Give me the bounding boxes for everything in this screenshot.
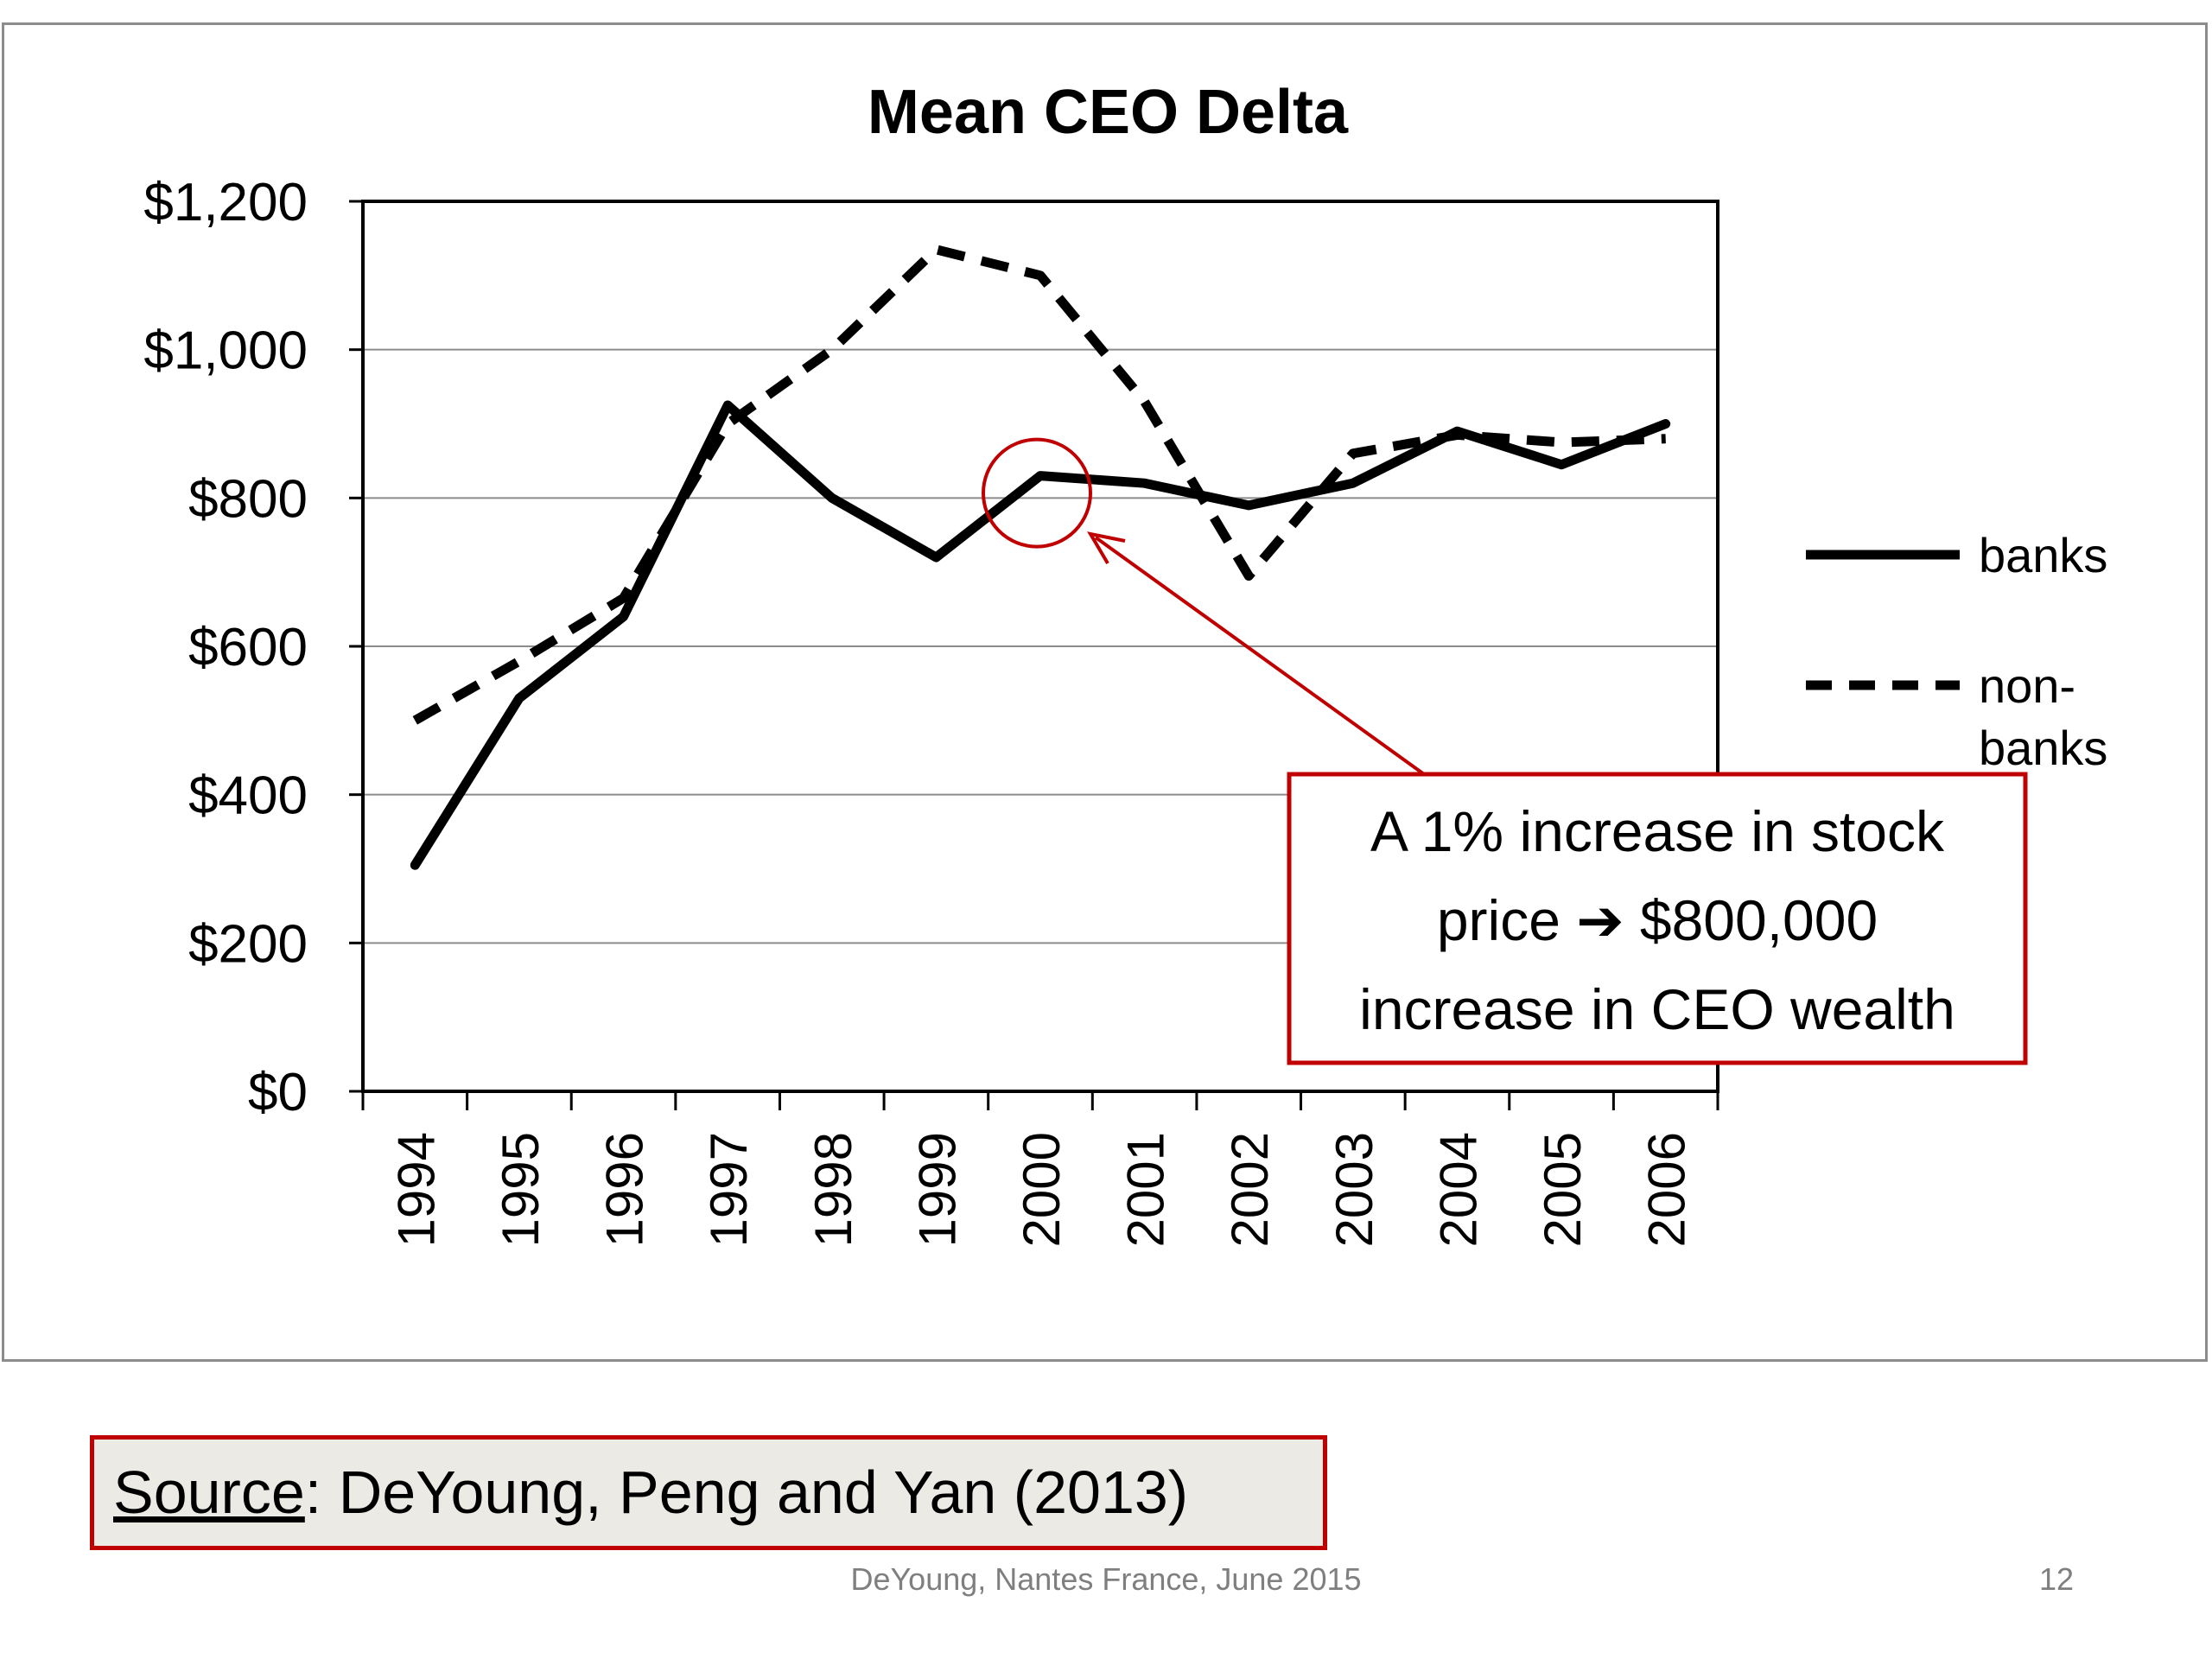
x-tick-label: 2001 xyxy=(1117,1132,1175,1247)
chart-title: Mean CEO Delta xyxy=(868,78,1349,147)
x-tick-label: 1998 xyxy=(804,1132,862,1247)
x-tick-label: 2005 xyxy=(1534,1132,1592,1247)
x-tick-label: 2000 xyxy=(1013,1132,1071,1247)
highlight-circle xyxy=(982,437,1092,549)
x-tick-label: 1996 xyxy=(596,1132,654,1247)
page-number: 12 xyxy=(2039,1561,2075,1597)
x-tick-label: 2003 xyxy=(1325,1132,1383,1247)
y-tick-label: $1,000 xyxy=(143,321,308,381)
source-box: Source: DeYoung, Peng and Yan (2013) xyxy=(90,1435,1327,1550)
x-tick-label: 2006 xyxy=(1638,1132,1696,1247)
y-tick-label: $400 xyxy=(188,766,308,826)
x-tick-label: 2002 xyxy=(1221,1132,1279,1247)
x-tick-label: 1994 xyxy=(387,1132,445,1247)
chart-svg: Mean CEO Delta $0 $200 $400 $600 $800 $1,000 $… xyxy=(143,78,2107,1247)
y-tick-label: $600 xyxy=(188,618,308,677)
annotation-box xyxy=(1287,772,2028,1065)
source-text: : DeYoung, Peng and Yan (2013) xyxy=(304,1459,1189,1526)
legend-label: non-banks xyxy=(1979,658,2107,775)
y-tick-label: $0 xyxy=(248,1063,308,1122)
y-tick-label: $200 xyxy=(188,914,308,974)
annotation-text-line: A 1% increase in stock xyxy=(1370,799,1945,863)
y-tick-label: $800 xyxy=(188,469,308,529)
x-tick-label: 2004 xyxy=(1429,1132,1487,1247)
series-line-non-banks xyxy=(412,245,1666,725)
annotation-arrow-line xyxy=(1094,536,1426,776)
source-label: Source xyxy=(113,1459,305,1526)
x-tick-label: 1995 xyxy=(492,1132,550,1247)
x-tick-label: 1997 xyxy=(700,1132,758,1247)
annotation-arrowhead xyxy=(1087,531,1126,565)
chart-frame xyxy=(2,22,2208,1362)
annotation-text-line: increase in CEO wealth xyxy=(1359,977,1955,1041)
annotation-text-line: price ➔ $800,000 xyxy=(1437,888,1878,952)
y-tick-label: $1,200 xyxy=(143,173,308,232)
x-tick-label: 1999 xyxy=(908,1132,966,1247)
legend-label: banks xyxy=(1979,528,2107,582)
footer-text: DeYoung, Nantes France, June 2015 xyxy=(850,1561,1362,1597)
